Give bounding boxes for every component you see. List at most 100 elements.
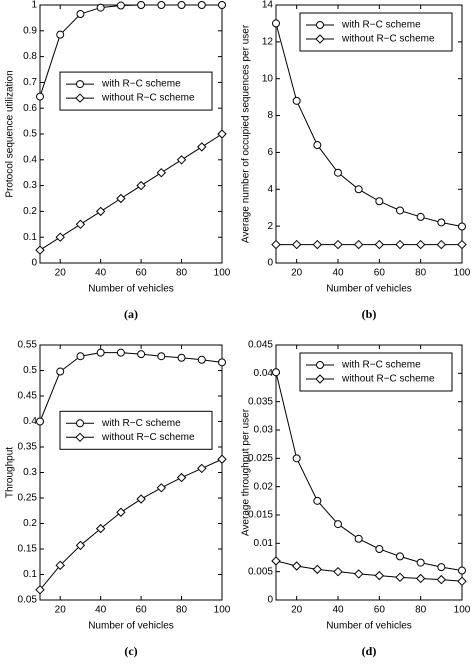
y-tick-label: 0.25 (18, 493, 38, 504)
y-axis-label: Protocol sequence utilization (5, 70, 16, 197)
marker (218, 358, 226, 367)
legend-marker (315, 34, 325, 44)
y-tick-label: 0.35 (18, 442, 38, 453)
caption: (c) (124, 644, 137, 658)
marker (396, 206, 404, 215)
legend-marker (76, 419, 84, 428)
marker (375, 545, 384, 553)
y-tick-label: 1 (31, 0, 37, 11)
marker (137, 1, 146, 9)
marker (156, 167, 167, 178)
marker (436, 239, 447, 250)
legend-marker (75, 93, 85, 103)
legend-label: with R−C scheme (341, 20, 421, 31)
marker (36, 417, 44, 426)
x-axis-label: Number of vehicles (88, 621, 174, 632)
x-tick-label: 60 (136, 268, 148, 279)
x-tick-label: 100 (454, 268, 471, 279)
legend-marker (76, 80, 84, 89)
y-tick-label: 0.01 (254, 538, 274, 549)
y-tick-label: 0.4 (23, 154, 37, 165)
legend-label: without R−C scheme (101, 93, 195, 104)
x-tick-label: 40 (332, 268, 344, 279)
y-tick-label: 0.9 (23, 25, 37, 36)
series-line (39, 458, 223, 591)
plot-area (39, 344, 223, 601)
x-tick-label: 100 (454, 605, 471, 616)
y-tick-label: 14 (262, 0, 274, 11)
legend-marker (75, 432, 85, 443)
legend-marker (316, 21, 324, 29)
x-axis-label: Number of vehicles (88, 284, 174, 295)
caption: (d) (362, 644, 377, 658)
series-line (275, 560, 463, 582)
marker (272, 368, 280, 377)
series-line (39, 352, 223, 422)
marker (176, 472, 187, 483)
marker (35, 585, 45, 595)
x-axis-label: Number of vehicles (326, 621, 412, 632)
x-tick-label: 80 (415, 605, 427, 616)
marker (56, 367, 65, 376)
y-tick-label: 2 (267, 221, 273, 232)
marker (96, 3, 105, 12)
marker (395, 239, 405, 250)
marker (176, 155, 187, 165)
y-tick-label: 0.55 (18, 340, 38, 351)
y-tick-label: 0.5 (23, 365, 37, 376)
marker (353, 569, 364, 579)
marker (76, 10, 85, 19)
marker (374, 239, 385, 250)
marker (334, 520, 342, 529)
legend-box (59, 71, 213, 111)
x-tick-label: 20 (291, 268, 303, 279)
legend-label: with R−C scheme (341, 360, 421, 371)
y-tick-label: 0.7 (23, 77, 37, 88)
y-tick-label: 12 (262, 36, 274, 47)
series-line (39, 133, 223, 251)
x-tick-label: 40 (95, 268, 107, 279)
marker (55, 232, 65, 242)
x-axis-label: Number of vehicles (326, 284, 412, 295)
y-tick-label: 6 (267, 147, 273, 158)
series-line (39, 4, 222, 97)
x-tick-label: 40 (95, 605, 107, 616)
marker (197, 355, 206, 364)
x-tick-label: 20 (55, 605, 67, 616)
x-tick-label: 60 (136, 605, 148, 616)
marker (396, 552, 404, 561)
marker (136, 180, 146, 191)
marker (333, 566, 343, 577)
marker (95, 206, 106, 217)
marker (177, 353, 186, 362)
marker (312, 239, 323, 250)
marker (416, 212, 425, 221)
legend-marker (316, 361, 324, 369)
y-tick-label: 4 (267, 184, 273, 195)
marker (292, 454, 301, 463)
marker (116, 507, 126, 517)
y-tick-label: 0.04 (254, 368, 274, 379)
marker (395, 572, 405, 583)
y-axis-label: Throughput (5, 447, 16, 498)
marker (437, 218, 446, 227)
x-tick-label: 20 (291, 605, 303, 616)
marker (217, 129, 227, 139)
plot-area (39, 4, 223, 264)
marker (354, 534, 363, 543)
y-tick-label: 0.045 (248, 340, 273, 351)
legend-marker (315, 374, 325, 384)
y-tick-label: 0.025 (248, 453, 273, 464)
x-tick-label: 80 (176, 268, 188, 279)
marker (354, 185, 363, 194)
marker (217, 454, 227, 464)
marker (197, 1, 206, 9)
marker (272, 19, 280, 28)
marker (116, 348, 125, 357)
legend-label: without R−C scheme (341, 34, 435, 45)
marker (35, 245, 45, 255)
caption: (b) (362, 307, 377, 321)
marker (458, 566, 466, 575)
marker (312, 564, 323, 575)
